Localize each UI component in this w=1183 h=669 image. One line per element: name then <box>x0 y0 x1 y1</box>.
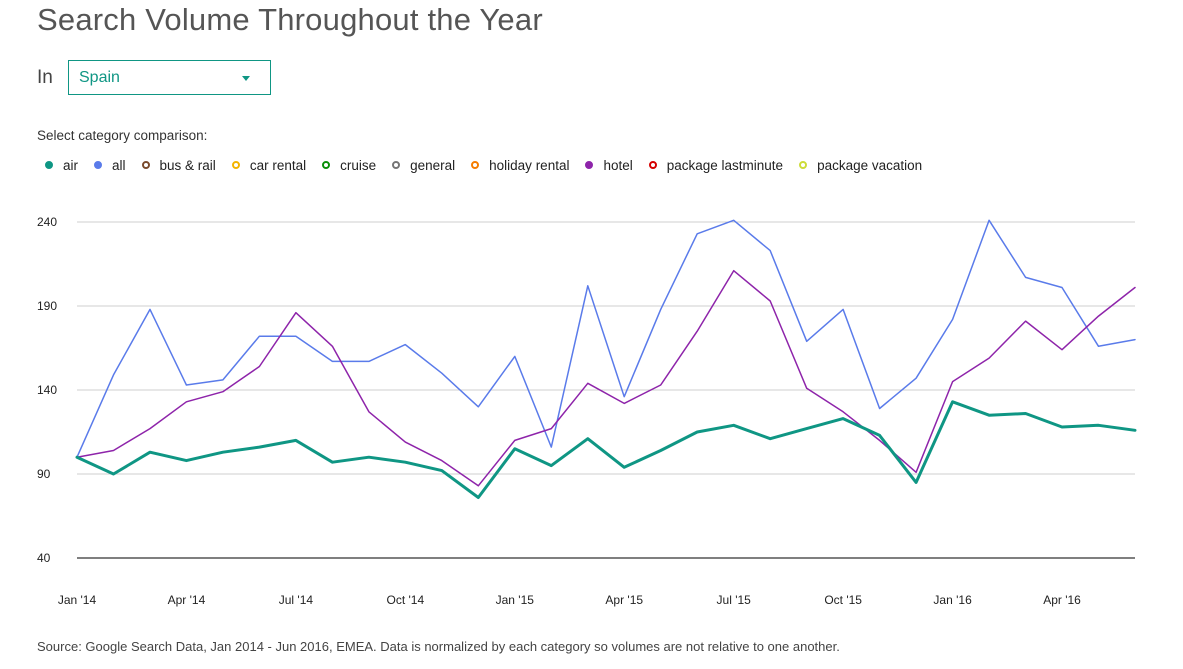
legend-label: bus & rail <box>159 157 216 173</box>
legend-item-all[interactable]: all <box>94 158 126 173</box>
series-line-air <box>75 400 1137 499</box>
y-tick-label: 240 <box>37 215 57 229</box>
legend-label: general <box>410 157 456 173</box>
y-tick-label: 90 <box>37 467 51 481</box>
legend-item-package-lastminute[interactable]: package lastminute <box>648 157 784 173</box>
legend-marker-icon <box>231 161 240 169</box>
legend-marker-icon <box>322 161 331 169</box>
y-tick-label: 40 <box>37 551 51 565</box>
legend-marker-icon <box>471 161 480 169</box>
category-legend: air all bus & rail car rental cruise general h… <box>45 156 938 174</box>
legend-label: all <box>112 157 126 173</box>
country-select-value: Spain <box>79 69 120 86</box>
chart-title: Search Volume Throughout the Year <box>37 2 543 37</box>
legend-label: package vacation <box>817 157 923 173</box>
legend-item-hotel[interactable]: hotel <box>585 157 633 173</box>
legend-item-holiday-rental[interactable]: holiday rental <box>471 158 569 173</box>
x-tick-label: Apr '14 <box>168 593 206 607</box>
line-chart: 40 90 140 190 240 Jan '14 Apr '14 Jul '14 Oct '1… <box>37 215 1137 607</box>
legend-item-package-vacation[interactable]: package vacation <box>799 158 922 173</box>
legend-label: package lastminute <box>666 157 784 173</box>
x-tick-label: Apr '16 <box>1043 593 1081 607</box>
x-tick-label: Apr '15 <box>605 593 643 607</box>
legend-marker-icon <box>45 161 53 169</box>
x-tick-label: Jan '14 <box>58 593 97 607</box>
series-line-hotel <box>76 269 1136 487</box>
category-comparison-label: Select category comparison: <box>37 128 208 143</box>
series-line-all <box>76 219 1136 458</box>
legend-label: air <box>63 157 79 173</box>
x-tick-label: Jan '16 <box>933 593 972 607</box>
legend-label: holiday rental <box>489 157 570 173</box>
x-tick-label: Jul '15 <box>717 593 752 607</box>
legend-item-air[interactable]: air <box>45 158 78 173</box>
x-tick-label: Jul '14 <box>279 593 314 607</box>
legend-marker-icon <box>94 161 103 169</box>
legend-marker-icon <box>648 161 657 169</box>
legend-label: car rental <box>249 157 307 173</box>
source-note: Source: Google Search Data, Jan 2014 - J… <box>37 639 840 654</box>
country-select[interactable]: Spain <box>68 60 271 95</box>
legend-label: hotel <box>603 157 633 173</box>
x-tick-label: Jan '15 <box>496 593 535 607</box>
legend-item-bus-rail[interactable]: bus & rail <box>141 157 216 173</box>
legend-marker-icon <box>585 161 594 169</box>
legend-marker-icon <box>392 161 401 169</box>
filter-label: In <box>37 67 53 88</box>
legend-item-cruise[interactable]: cruise <box>322 158 376 173</box>
y-tick-label: 190 <box>37 299 57 313</box>
x-tick-label: Oct '15 <box>824 593 862 607</box>
legend-item-general[interactable]: general <box>392 158 455 173</box>
legend-label: cruise <box>340 157 377 173</box>
legend-marker-icon <box>799 161 808 169</box>
legend-item-car-rental[interactable]: car rental <box>231 157 307 173</box>
x-tick-label: Oct '14 <box>387 593 425 607</box>
legend-marker-icon <box>141 161 150 169</box>
y-tick-label: 140 <box>37 383 57 397</box>
caret-down-icon <box>242 76 250 81</box>
